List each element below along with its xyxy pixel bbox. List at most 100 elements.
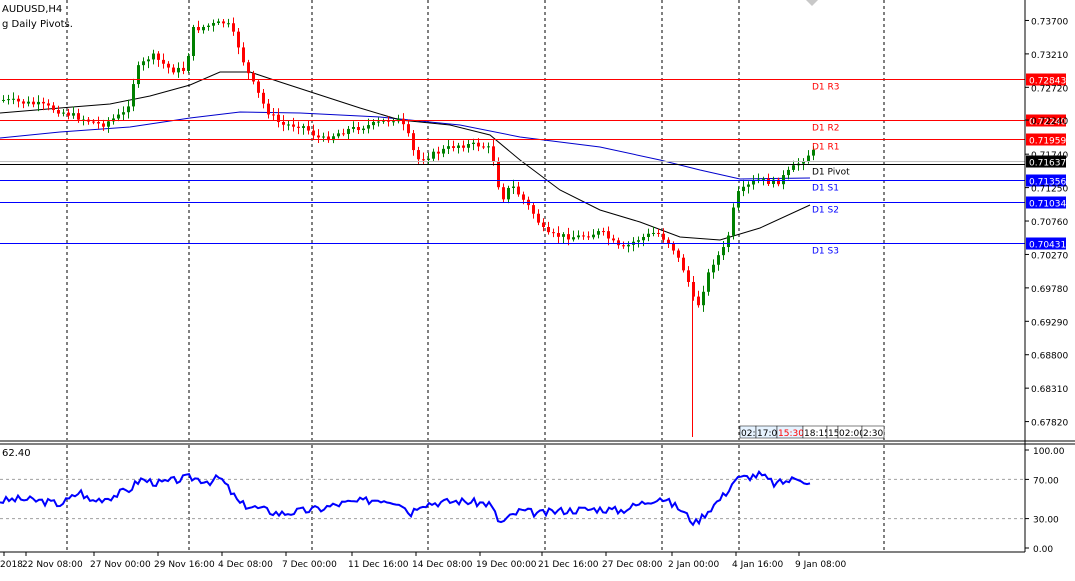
session-label: 02:00 [839, 429, 865, 439]
candle-body [237, 31, 240, 48]
candle-body [507, 187, 510, 200]
candle-body [362, 128, 365, 131]
candle-body [717, 255, 720, 265]
candle-body [27, 101, 30, 104]
candle-body [472, 142, 475, 145]
price-tick-label: 0.70270 [1031, 251, 1068, 261]
candle-body [587, 236, 590, 238]
time-tick-label: 4 Dec 08:00 [218, 560, 273, 570]
candle-body [727, 235, 730, 248]
candle-body [467, 144, 470, 148]
candle-body [442, 148, 445, 154]
candle-body [537, 213, 540, 223]
candle-body [392, 121, 395, 123]
candle-body [312, 130, 315, 136]
price-tick-label: 0.69290 [1031, 318, 1068, 328]
pivot-price-label: 0.72843 [1029, 77, 1066, 87]
pivot-price-label: 0.70431 [1029, 241, 1066, 251]
pivot-price-label: 0.72240 [1029, 118, 1066, 128]
candle-body [327, 136, 330, 141]
time-tick-label: 11 Dec 16:00 [348, 560, 409, 570]
price-tick-label: 0.73210 [1031, 51, 1068, 61]
time-tick-label: 2018 [0, 560, 23, 570]
candle-body [177, 67, 180, 73]
candle-body [427, 158, 430, 160]
time-tick-label: 27 Dec 08:00 [602, 560, 663, 570]
session-label: 02: [741, 429, 755, 439]
candle-body [117, 114, 120, 119]
candles [2, 17, 815, 437]
candle-body [612, 238, 615, 241]
time-axis: 2018 22 Nov 08:00 27 Nov 00:00 29 Nov 16:00… [0, 552, 847, 570]
indicator-tick-label: 30.00 [1033, 516, 1059, 526]
candle-body [627, 244, 630, 247]
candle-body [742, 186, 745, 192]
candle-body [437, 151, 440, 154]
candle-body [697, 296, 700, 306]
candle-body [57, 110, 60, 114]
candle-body [352, 126, 355, 129]
moving-averages [0, 71, 811, 241]
time-tick-label: 21 Dec 16:00 [538, 560, 599, 570]
candle-body [112, 118, 115, 122]
candle-body [657, 232, 660, 234]
candle-body [477, 142, 480, 147]
candle-body [407, 124, 410, 134]
candle-body [337, 133, 340, 137]
candle-body [542, 222, 545, 228]
candle-body [92, 121, 95, 123]
candle-body [377, 121, 380, 123]
candle-body [807, 155, 810, 162]
candle-body [37, 101, 40, 105]
candle-body [482, 146, 485, 148]
candle-body [297, 126, 300, 128]
candle-body [292, 124, 295, 127]
candle-body [137, 65, 140, 85]
candle-body [317, 135, 320, 138]
candle-body [782, 175, 785, 185]
candle-body [12, 98, 15, 100]
candle-body [602, 231, 605, 233]
candle-body [247, 62, 250, 74]
candle-body [402, 118, 405, 125]
time-tick-label: 7 Dec 00:00 [282, 560, 337, 570]
candle-body [677, 250, 680, 258]
candle-body [152, 53, 155, 60]
price-tick-label: 0.71250 [1031, 185, 1068, 195]
indicator-line [0, 470, 811, 527]
candle-body [492, 146, 495, 162]
candle-body [172, 67, 175, 73]
pivot-name-label: D1 R2 [812, 124, 840, 134]
candle-body [2, 99, 5, 101]
candle-body [187, 55, 190, 71]
time-tick-label: 29 Nov 16:00 [154, 560, 215, 570]
candle-body [267, 103, 270, 115]
candle-body [417, 150, 420, 160]
price-tick-label: 0.67820 [1031, 419, 1068, 429]
pivot-name-label: D1 R3 [812, 83, 840, 93]
candle-body [287, 124, 290, 126]
candle-body [277, 114, 280, 122]
pivot-price-label: 0.71959 [1029, 137, 1066, 147]
price-tick-label: 0.68310 [1031, 385, 1068, 395]
candle-body [517, 186, 520, 195]
candle-body [802, 161, 805, 164]
candle-body [532, 205, 535, 214]
candle-body [132, 84, 135, 107]
candle-body [72, 113, 75, 116]
candle-body [812, 149, 815, 156]
indicator-tick-label: 100.00 [1033, 447, 1065, 457]
pivot-name-label: D1 Pivot [812, 168, 850, 178]
candle-body [767, 178, 770, 185]
vertical-grid [66, 0, 885, 552]
candle-body [302, 126, 305, 128]
indicator-tick-label: 70.00 [1033, 476, 1059, 486]
current-price-box [1026, 155, 1066, 168]
candle-body [282, 121, 285, 125]
candle-body [147, 59, 150, 62]
candle-body [387, 120, 390, 122]
candle-body [222, 21, 225, 24]
